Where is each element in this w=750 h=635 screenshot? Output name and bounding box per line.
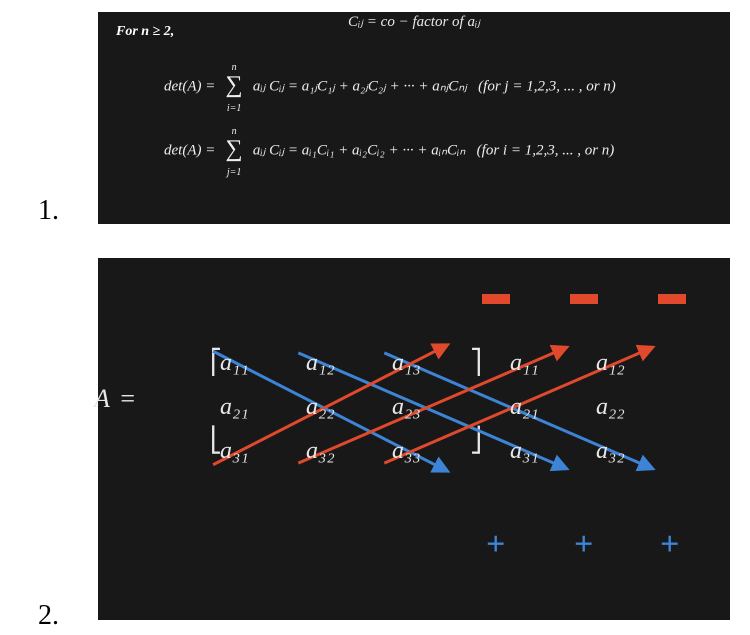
- matrix-cell-r1c2: a₂₃: [392, 394, 421, 421]
- matrix-cell-r1c0: a₂₁: [220, 394, 249, 421]
- f2-for-range: (for i = 1,2,3, ... , or n): [477, 142, 615, 158]
- matrix-cell-r2c1: a₃₂: [306, 438, 335, 465]
- f1-for-range: (for j = 1,2,3, ... , or n): [478, 78, 616, 94]
- minus-sign-0: [482, 294, 510, 304]
- item-number-1: 1.: [38, 195, 59, 227]
- plus-sign-1: +: [574, 526, 593, 564]
- cofactor-text: Cᵢⱼ = co − factor of aᵢⱼ: [348, 14, 480, 30]
- matrix-cell-r0c0: a₁₁: [220, 350, 249, 377]
- item-number-2: 2.: [38, 600, 59, 632]
- matrix-cell-r0c2: a₁₃: [392, 350, 421, 377]
- matrix-cell-r2c3: a₃₁: [510, 438, 539, 465]
- matrix-cell-r1c1: a₂₂: [306, 394, 335, 421]
- sigma1-symbol: ∑: [221, 72, 247, 99]
- plus-sign-2: +: [660, 526, 679, 564]
- matrix-cell-r0c1: a₁₂: [306, 350, 335, 377]
- cofactor-definition: Cᵢⱼ = co − factor of aᵢⱼ: [98, 12, 730, 31]
- f2-expansion: aᵢⱼ Cᵢⱼ = aᵢ₁Cᵢ₁ + aᵢ₂Cᵢ₂ + ··· + aᵢₙCᵢₙ: [253, 142, 466, 158]
- panel1-header: For n ≥ 2,: [116, 24, 174, 40]
- plus-sign-0: +: [486, 526, 505, 564]
- f1-expansion: aᵢⱼ Cᵢⱼ = a₁ⱼC₁ⱼ + a₂ⱼC₂ⱼ + ··· + aₙⱼCₙⱼ: [253, 78, 467, 94]
- f2-lhs: det(A) =: [164, 142, 215, 158]
- sigma2-symbol: ∑: [221, 136, 247, 163]
- det-formula-row: det(A) = n ∑ j=1 aᵢⱼ Cᵢⱼ = aᵢ₁Cᵢ₁ + aᵢ₂C…: [164, 130, 614, 172]
- matrix-cell-r2c0: a₃₁: [220, 438, 249, 465]
- det-formula-column: det(A) = n ∑ i=1 aᵢⱼ Cᵢⱼ = a₁ⱼC₁ⱼ + a₂ⱼC…: [164, 66, 616, 108]
- matrix-cell-r0c4: a₁₂: [596, 350, 625, 377]
- sigma-block-2: n ∑ j=1: [221, 130, 247, 172]
- sigma2-bot: j=1: [221, 167, 247, 178]
- sarrus-rule-panel: A = ⎡ ⎣ ⎤ ⎦ a₁₁a₁₂a₁₃a₁₁a₁₂a₂₁a₂₂a₂₃a₂₁a…: [98, 258, 730, 620]
- sigma-block-1: n ∑ i=1: [221, 66, 247, 108]
- f1-lhs: det(A) =: [164, 78, 215, 94]
- matrix-cell-r1c3: a₂₁: [510, 394, 539, 421]
- matrix-cell-r2c2: a₃₃: [392, 438, 421, 465]
- minus-sign-2: [658, 294, 686, 304]
- cofactor-expansion-panel: For n ≥ 2, det(A) = n ∑ i=1 aᵢⱼ Cᵢⱼ = a₁…: [98, 12, 730, 224]
- minus-sign-1: [570, 294, 598, 304]
- matrix-cell-r0c3: a₁₁: [510, 350, 539, 377]
- matrix-cell-r1c4: a₂₂: [596, 394, 625, 421]
- matrix-cell-r2c4: a₃₂: [596, 438, 625, 465]
- sigma1-bot: i=1: [221, 103, 247, 114]
